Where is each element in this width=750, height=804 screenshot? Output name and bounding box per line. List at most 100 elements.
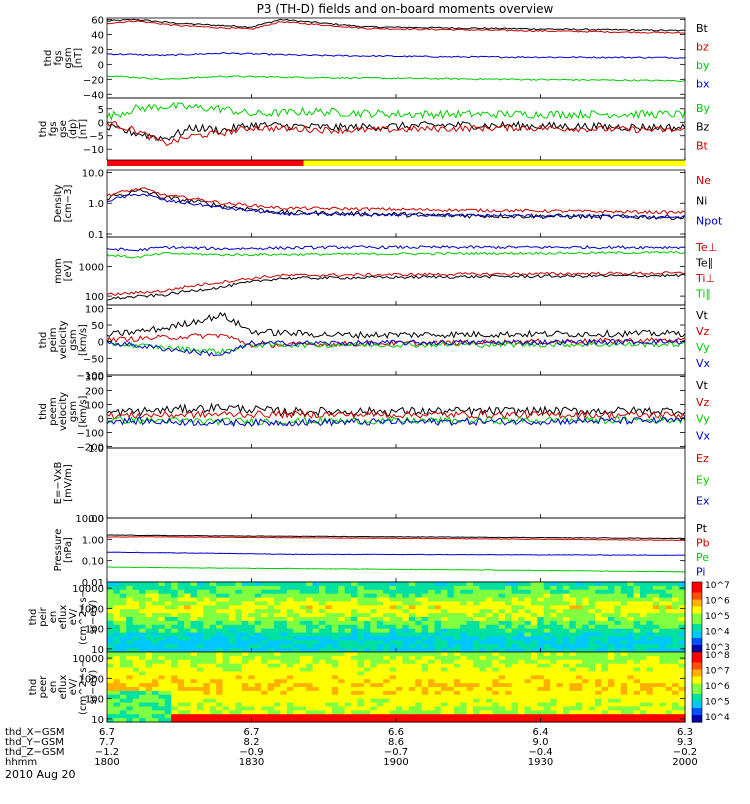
spectrogram-cell: [383, 582, 391, 587]
spectrogram-cell: [466, 589, 474, 595]
spectrogram-cell: [119, 624, 127, 630]
spectrogram-cell: [280, 655, 288, 661]
spectrogram-cell: [646, 640, 654, 645]
spectrogram-cell: [607, 679, 615, 684]
spectrogram-cell: [665, 659, 673, 665]
spectrogram-cell: [331, 659, 339, 665]
spectrogram-cell: [171, 698, 179, 704]
spectrogram-cell: [421, 663, 429, 669]
spectrogram-cell: [588, 694, 596, 700]
spectrogram-cell: [383, 597, 391, 603]
spectrogram-cell: [408, 589, 416, 595]
spectrogram-cell: [229, 687, 237, 692]
spectrogram-cell: [241, 585, 249, 591]
spectrogram-cell: [241, 679, 249, 684]
spectrogram-cell: [273, 609, 281, 614]
spectrogram-cell: [396, 675, 404, 680]
spectrogram-cell: [453, 593, 461, 599]
spectrogram-cell: [595, 609, 603, 614]
spectrogram-cell: [280, 644, 288, 649]
spectrogram-cell: [518, 710, 526, 715]
spectrogram-cell: [363, 706, 371, 711]
spectrogram-cell: [126, 702, 134, 708]
spectrogram-cell: [119, 698, 127, 704]
spectrogram-cell: [473, 667, 481, 673]
spectrogram-cell: [325, 624, 333, 630]
spectrogram-cell: [376, 718, 384, 723]
spectrogram-cell: [318, 617, 326, 622]
spectrogram-cell: [209, 620, 217, 626]
y-tick-label: 100: [85, 292, 104, 303]
spectrogram-cell: [665, 582, 673, 587]
spectrogram-cell: [203, 624, 211, 630]
spectrogram-cell: [440, 605, 448, 610]
spectrogram-cell: [203, 589, 211, 595]
spectrogram-cell: [261, 617, 269, 622]
spectrogram-cell: [376, 640, 384, 645]
spectrogram-cell: [518, 640, 526, 645]
spectrogram-cell: [248, 698, 256, 704]
spectrogram-cell: [492, 694, 500, 700]
spectrogram-cell: [460, 613, 468, 618]
legend-entry: by: [696, 59, 710, 72]
spectrogram-cell: [338, 597, 346, 603]
spectrogram-cell: [338, 698, 346, 704]
spectrogram-cell: [351, 613, 359, 618]
spectrogram-cell: [434, 589, 442, 595]
spectrogram-cell: [460, 655, 468, 661]
spectrogram-cell: [595, 694, 603, 700]
spectrogram-cell: [254, 687, 262, 692]
spectrogram-cell: [408, 706, 416, 711]
spectrogram-cell: [177, 585, 185, 591]
spectrogram-cell: [511, 675, 519, 680]
spectrogram-cell: [582, 694, 590, 700]
spectrogram-cell: [299, 652, 307, 657]
spectrogram-cell: [678, 683, 686, 688]
spectrogram-cell: [575, 698, 583, 704]
spectrogram-cell: [537, 698, 545, 704]
spectrogram-cell: [254, 585, 262, 591]
spectrogram-cell: [203, 632, 211, 638]
spectrogram-cell: [460, 710, 468, 715]
orbit-bar-red: [107, 160, 304, 166]
spectrogram-cell: [659, 589, 667, 595]
spectrogram-cell: [113, 636, 121, 641]
spectrogram-cell: [537, 659, 545, 665]
spectrogram-cell: [235, 632, 243, 638]
spectrogram-cell: [306, 652, 314, 657]
spectrogram-cell: [511, 690, 519, 696]
spectrogram-cell: [396, 632, 404, 638]
spectrogram-cell: [518, 585, 526, 591]
spectrogram-cell: [453, 582, 461, 587]
spectrogram-cell: [440, 640, 448, 645]
spectrogram-cell: [633, 640, 641, 645]
spectrogram-cell: [440, 624, 448, 630]
spectrogram-cell: [582, 679, 590, 684]
spectrogram-cell: [280, 698, 288, 704]
spectrogram-cell: [171, 582, 179, 587]
spectrogram-cell: [254, 675, 262, 680]
spectrogram-cell: [505, 582, 513, 587]
spectrogram-cell: [408, 702, 416, 708]
spectrogram-cell: [190, 683, 198, 688]
spectrogram-cell: [614, 597, 622, 603]
spectrogram-cell: [595, 714, 603, 719]
spectrogram-cell: [113, 644, 121, 649]
spectrogram-cell: [119, 655, 127, 661]
spectrogram-cell: [119, 605, 127, 610]
spectrogram-cell: [267, 640, 275, 645]
spectrogram-cell: [562, 613, 570, 618]
spectrogram-cell: [678, 663, 686, 669]
spectrogram-cell: [601, 644, 609, 649]
spectrogram-cell: [511, 655, 519, 661]
y-axis-label: thd: [28, 679, 39, 696]
spectrogram-cell: [627, 636, 635, 641]
spectrogram-cell: [325, 659, 333, 665]
spectrogram-cell: [370, 597, 378, 603]
spectrogram-cell: [473, 714, 481, 719]
spectrogram-cell: [222, 644, 230, 649]
spectrogram-cell: [318, 601, 326, 606]
spectrogram-cell: [646, 687, 654, 692]
spectrogram-cell: [479, 593, 487, 599]
spectrogram-cell: [518, 683, 526, 688]
